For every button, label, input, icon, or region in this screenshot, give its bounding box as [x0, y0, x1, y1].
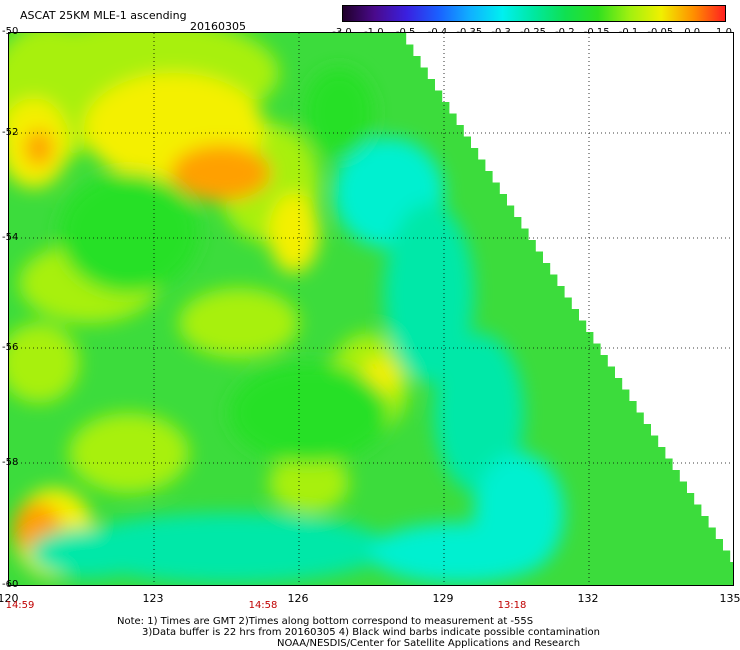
footnote-line-1: Note: 1) Times are GMT 2)Times along bot… [117, 616, 534, 627]
lon-label: 135 [719, 592, 740, 605]
lon-label: 123 [142, 592, 164, 605]
swath-patch [179, 288, 299, 358]
swath-patch [59, 173, 199, 293]
swath-patch [369, 523, 549, 583]
swath-patch [69, 513, 389, 583]
time-label: 14:58 [248, 600, 278, 611]
colorbar [342, 5, 726, 22]
lat-label: -50 [2, 26, 19, 37]
swath-patch [269, 193, 319, 273]
time-label: 14:59 [5, 600, 35, 611]
product-date: 20160305 [190, 20, 246, 33]
swath-patch [9, 323, 79, 403]
map-plot [8, 32, 734, 586]
swath-patch [304, 68, 374, 158]
lon-label: 126 [287, 592, 309, 605]
swath-patch [29, 528, 149, 578]
footnote-line-2: 3)Data buffer is 22 hrs from 20160305 4)… [142, 627, 600, 638]
swath-patch [384, 203, 474, 383]
lat-label: -56 [2, 342, 19, 353]
lat-label: -52 [2, 127, 19, 138]
lon-label: 120 [0, 592, 19, 605]
swath-patch [69, 413, 189, 493]
swath-patch [25, 130, 53, 166]
lat-label: -54 [2, 232, 19, 243]
footnote-credit: NOAA/NESDIS/Center for Satellite Applica… [277, 638, 581, 649]
swath-patch [434, 333, 524, 493]
swath-patch [229, 363, 389, 463]
swath-patch [269, 453, 349, 513]
product-title: ASCAT 25KM MLE-1 ascending [20, 9, 187, 22]
swath-patch [171, 145, 271, 201]
swath-map [9, 33, 733, 585]
time-label: 13:18 [497, 600, 527, 611]
lon-label: 132 [577, 592, 599, 605]
lat-label: -60 [2, 579, 19, 590]
lon-label: 129 [432, 592, 454, 605]
lat-label: -58 [2, 457, 19, 468]
